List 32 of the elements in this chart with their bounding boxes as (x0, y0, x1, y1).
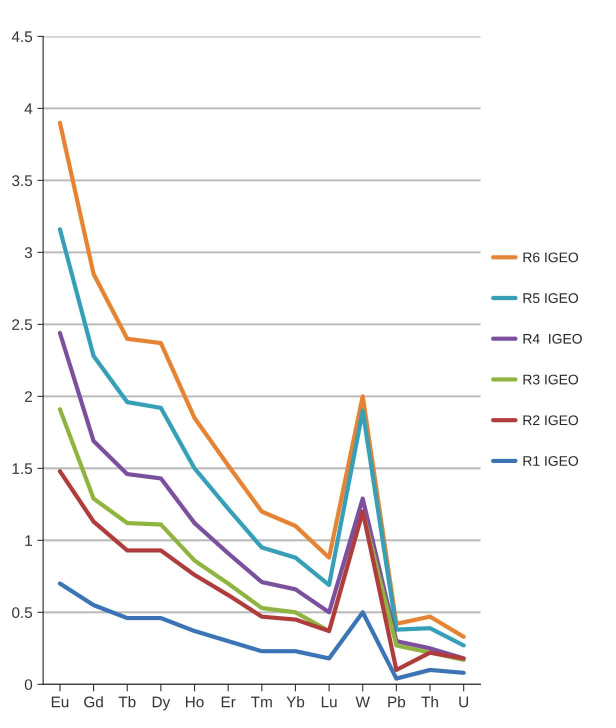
x-tick-label: Tb (118, 696, 136, 708)
y-tick-label: 0 (24, 679, 32, 690)
x-tick-label: W (356, 696, 370, 708)
x-tick-label: Pb (388, 696, 406, 708)
line-series (58, 227, 466, 648)
x-tick-label: Eu (52, 696, 68, 708)
x-tick-label: Th (421, 696, 438, 708)
x-tick-label: Lu (322, 696, 337, 708)
line-series (58, 469, 466, 672)
legend-label: R2 IGEO (523, 415, 578, 426)
y-tick-label: 4 (24, 103, 32, 114)
x-tick-label: Ho (186, 696, 204, 708)
x-tick-label: U (459, 696, 468, 708)
x-tick-label: Tm (251, 696, 272, 708)
x-tick-label: Dy (152, 696, 170, 710)
x-tick-label: Yb (286, 696, 304, 708)
y-tick-label: 1.5 (12, 463, 32, 474)
legend-label: R1 IGEO (523, 456, 578, 466)
legend-label: R3 IGEO (523, 374, 578, 384)
legend-label: R4 IGEO (523, 334, 582, 344)
y-tick-label: 3 (24, 247, 32, 258)
y-tick-label: 1 (25, 535, 32, 546)
y-tick-label: 2.5 (12, 319, 32, 330)
legend-label: R6 IGEO (523, 252, 578, 262)
y-tick-label: 0.5 (12, 607, 32, 618)
legend-label: R5 IGEO (523, 293, 578, 303)
x-tick-label: Gd (84, 696, 103, 708)
y-tick-label: 2 (24, 391, 32, 402)
y-tick-label: 4.5 (12, 31, 32, 42)
y-tick-label: 3.5 (12, 175, 32, 186)
x-tick-label: Er (222, 696, 236, 708)
line-series (58, 581, 466, 681)
